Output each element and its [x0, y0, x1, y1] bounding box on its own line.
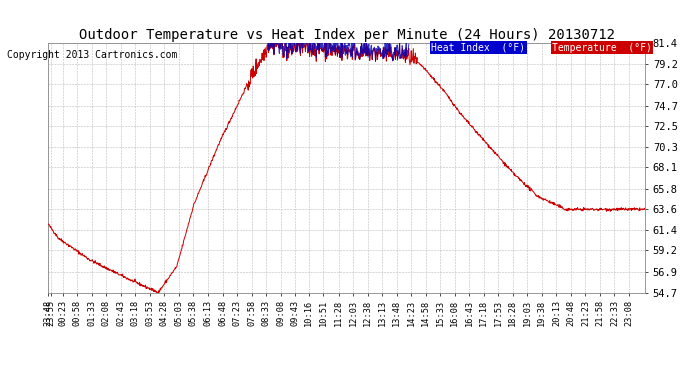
Text: Heat Index  (°F): Heat Index (°F) [431, 43, 525, 52]
Title: Outdoor Temperature vs Heat Index per Minute (24 Hours) 20130712: Outdoor Temperature vs Heat Index per Mi… [79, 28, 615, 42]
Text: Copyright 2013 Cartronics.com: Copyright 2013 Cartronics.com [7, 50, 177, 60]
Text: Temperature  (°F): Temperature (°F) [552, 43, 652, 52]
